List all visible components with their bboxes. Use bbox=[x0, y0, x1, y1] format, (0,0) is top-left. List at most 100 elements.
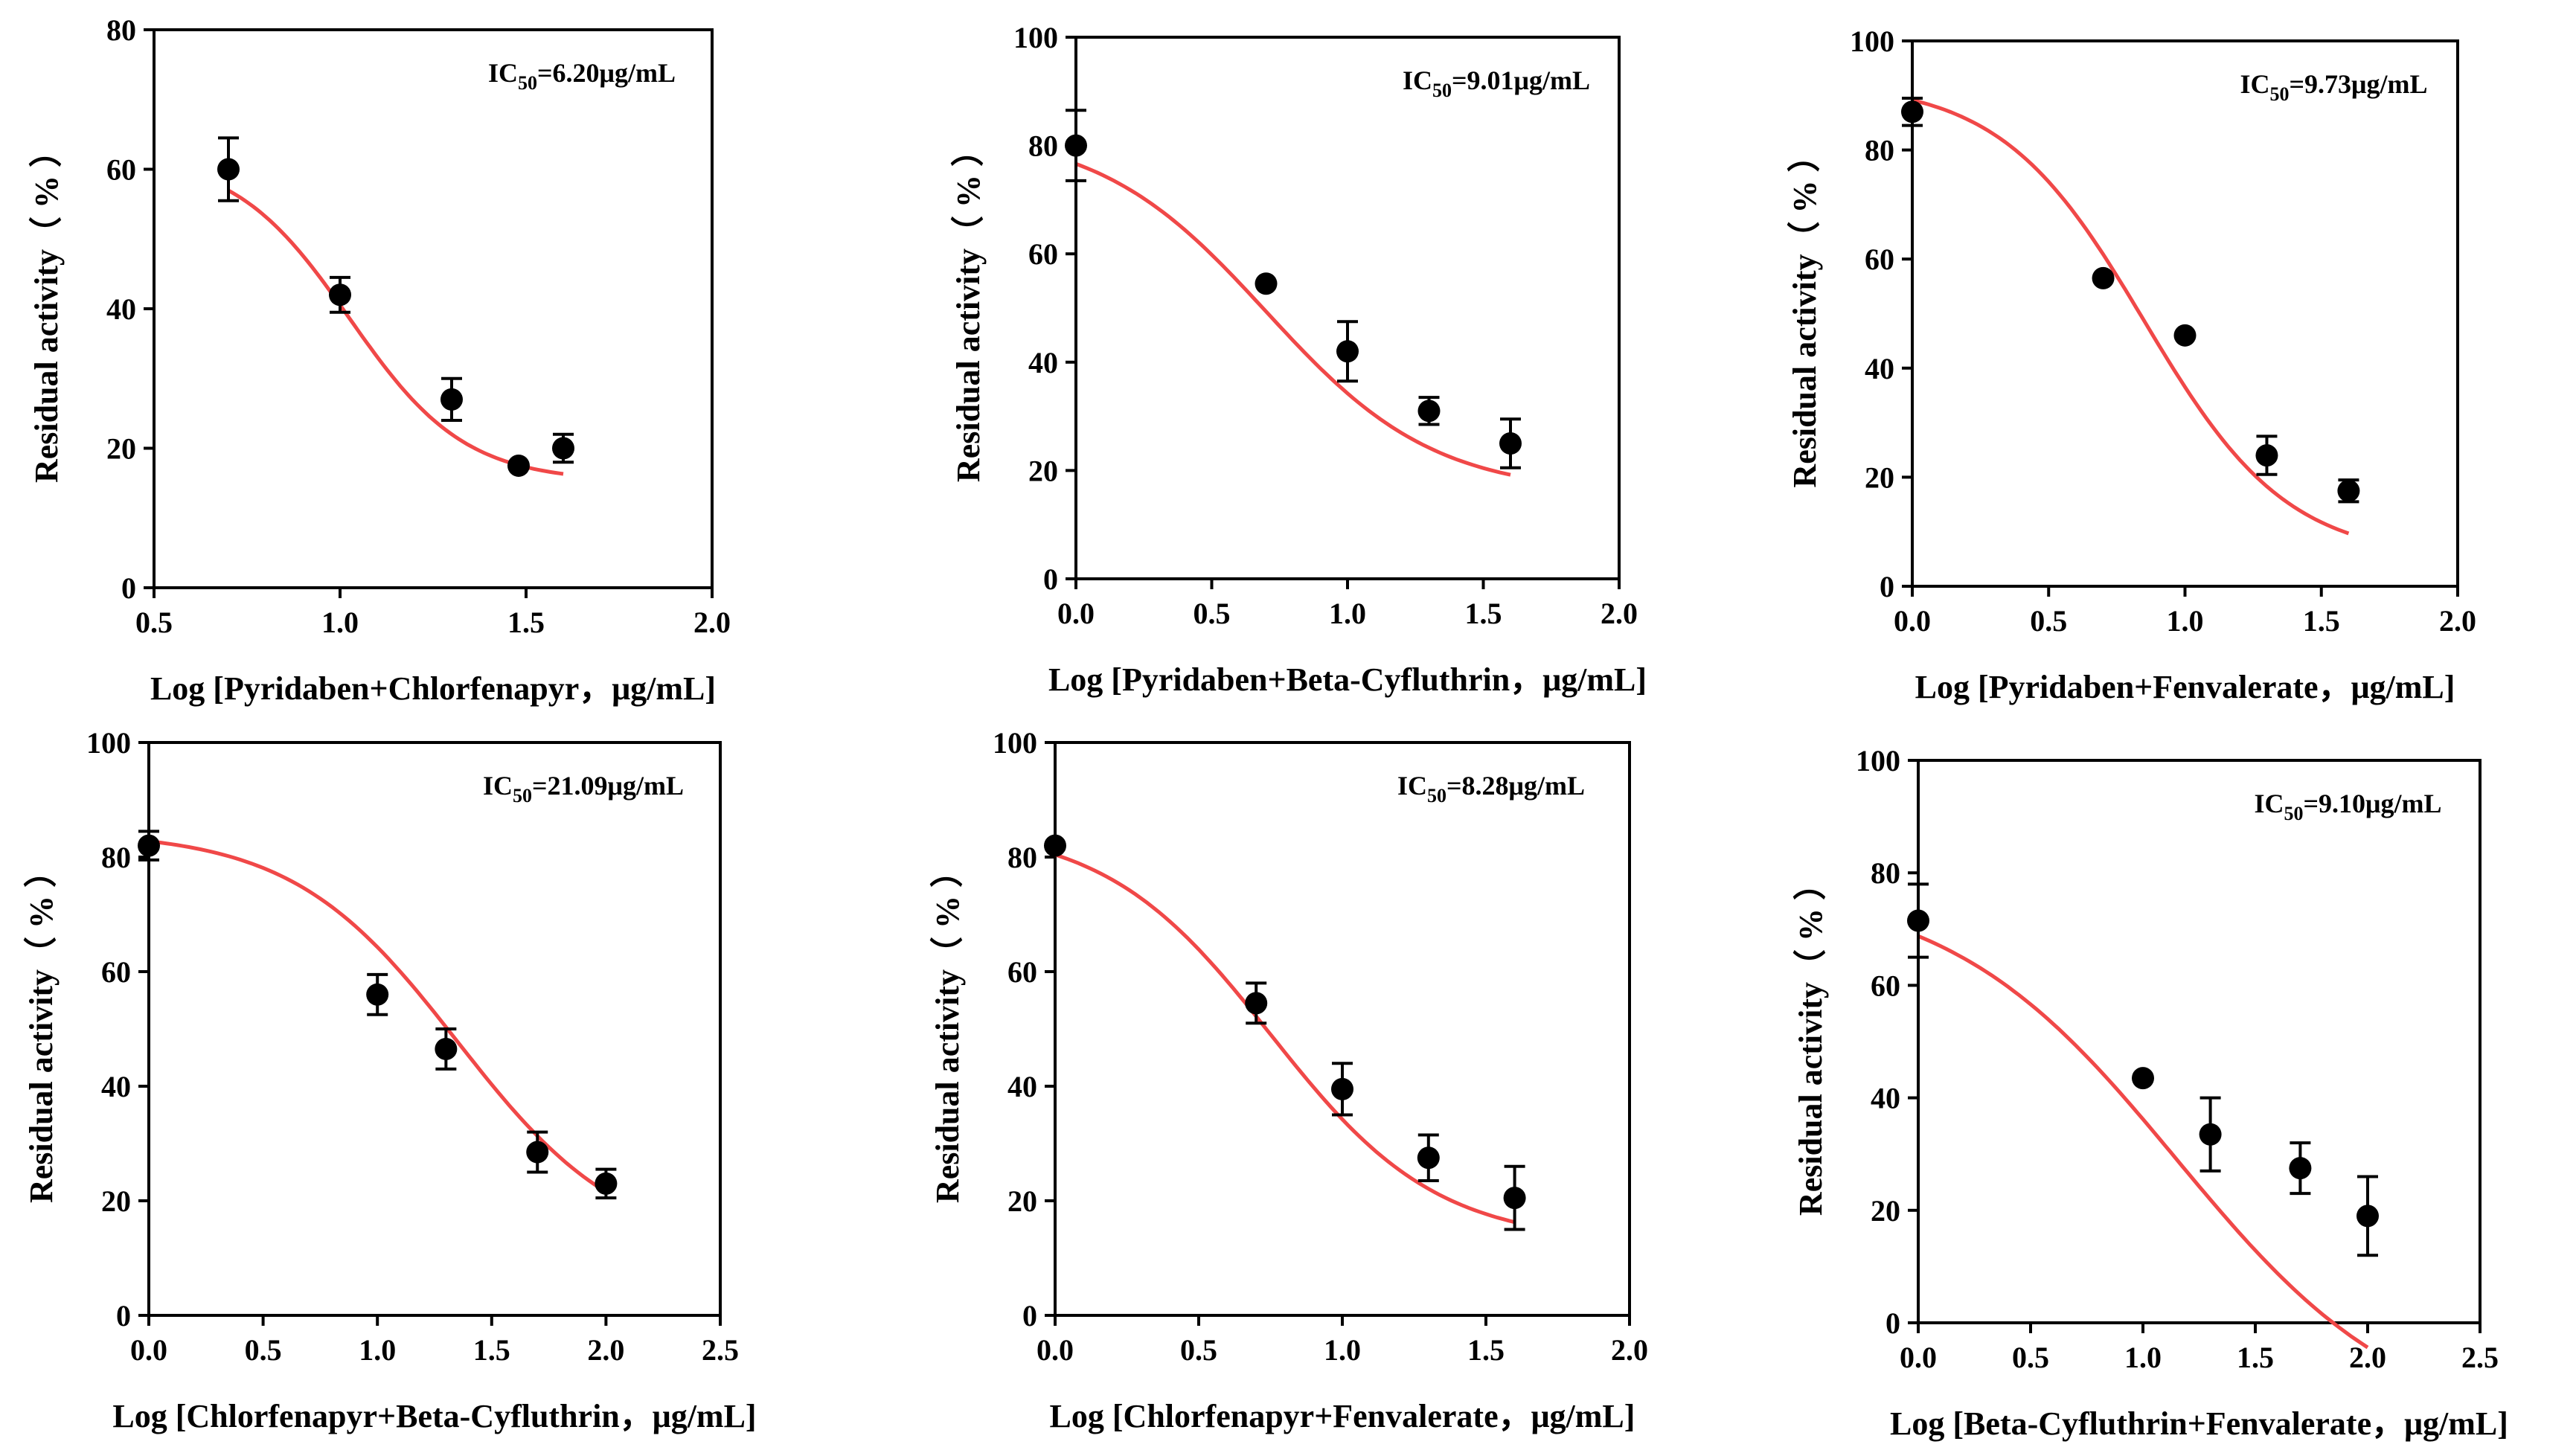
x-tick-label: 1.0 bbox=[2167, 604, 2204, 638]
data-point bbox=[1499, 432, 1522, 455]
y-tick-label: 40 bbox=[1871, 1082, 1900, 1115]
x-tick-label: 1.0 bbox=[321, 606, 359, 639]
chart-panel-4: 0.0 0.5 1.0 1.5 2.0 2.5 0 20 40 60 80 100 Log [Chlor… bbox=[23, 726, 757, 1434]
ic50-prefix: IC bbox=[2240, 69, 2270, 99]
y-tick-label: 60 bbox=[1028, 237, 1058, 271]
y-tick-label: 80 bbox=[1871, 856, 1900, 890]
data-point bbox=[2255, 444, 2278, 467]
x-tick-label: 2.0 bbox=[1611, 1333, 1648, 1367]
y-tick-label: 100 bbox=[86, 726, 131, 760]
ic50-prefix: IC bbox=[1403, 65, 1432, 95]
x-tick-label: 1.0 bbox=[359, 1333, 396, 1367]
x-tick-label: 0.0 bbox=[130, 1333, 167, 1367]
y-tick-label: 0 bbox=[1880, 570, 1894, 603]
fit-curve bbox=[148, 839, 607, 1194]
x-tick-label: 0.5 bbox=[1194, 597, 1231, 630]
ic50-value: =21.09μg/mL bbox=[532, 771, 684, 801]
y-tick-label: 0 bbox=[1022, 1299, 1037, 1332]
ic50-annotation: IC50=9.01μg/mL bbox=[1403, 65, 1590, 101]
y-tick-label: 0 bbox=[121, 571, 136, 605]
ic50-value: =6.20μg/mL bbox=[537, 58, 676, 88]
x-tick-label: 1.5 bbox=[473, 1333, 510, 1367]
x-tick-label: 1.0 bbox=[1324, 1333, 1361, 1367]
x-tick-label: 2.0 bbox=[1601, 597, 1638, 630]
data-point bbox=[2199, 1123, 2222, 1146]
x-tick-label: 1.0 bbox=[2124, 1341, 2162, 1374]
fit-curve bbox=[1917, 934, 2369, 1350]
ic50-subscript: 50 bbox=[1427, 785, 1446, 806]
y-tick-label: 40 bbox=[106, 292, 136, 326]
data-point bbox=[2132, 1067, 2154, 1090]
ic50-subscript: 50 bbox=[2284, 803, 2304, 824]
data-point bbox=[1907, 909, 1929, 932]
data-point bbox=[552, 437, 574, 460]
data-point bbox=[1331, 1077, 1353, 1100]
x-axis-label: Log [Chlorfenapyr+Beta-Cyfluthrin，μg/mL] bbox=[112, 1398, 756, 1434]
x-tick-label: 0.0 bbox=[1057, 597, 1095, 630]
ic50-prefix: IC bbox=[483, 771, 513, 801]
data-point bbox=[1417, 400, 1441, 423]
ic50-value: =8.28μg/mL bbox=[1446, 771, 1585, 801]
data-point bbox=[1336, 340, 1359, 363]
x-axis-label: Log [Pyridaben+Beta-Cyfluthrin，μg/mL] bbox=[1048, 661, 1647, 698]
data-point bbox=[1417, 1146, 1440, 1170]
data-point bbox=[2173, 324, 2197, 347]
ic50-annotation: IC50=9.73μg/mL bbox=[2240, 69, 2428, 105]
x-tick-label: 2.0 bbox=[693, 606, 731, 639]
ic50-prefix: IC bbox=[2255, 789, 2284, 818]
x-tick-label: 0.5 bbox=[245, 1333, 282, 1367]
data-point bbox=[217, 158, 240, 181]
data-point bbox=[507, 454, 530, 477]
data-point bbox=[440, 388, 463, 411]
x-tick-label: 1.5 bbox=[1465, 597, 1502, 630]
y-tick-label: 20 bbox=[1865, 461, 1894, 494]
y-tick-label: 40 bbox=[1865, 352, 1894, 385]
x-axis-label: Log [Pyridaben+Chlorfenapyr，μg/mL] bbox=[150, 670, 716, 707]
data-point bbox=[329, 283, 351, 307]
plot-frame bbox=[1911, 39, 2459, 588]
y-tick-label: 60 bbox=[106, 153, 136, 187]
plot-frame bbox=[1074, 36, 1621, 580]
y-tick-label: 20 bbox=[1871, 1194, 1900, 1228]
y-tick-label: 80 bbox=[1028, 129, 1058, 163]
x-tick-label: 2.0 bbox=[2439, 604, 2476, 638]
data-point bbox=[2356, 1205, 2379, 1228]
x-tick-label: 0.5 bbox=[135, 606, 173, 639]
y-axis-label: Residual activity（ % ） bbox=[950, 134, 987, 482]
y-axis-label: Residual activity（ % ） bbox=[23, 855, 60, 1203]
x-tick-label: 0.0 bbox=[1900, 1341, 1937, 1374]
chart-panel-5: 0.0 0.5 1.0 1.5 2.0 0 20 40 60 80 100 Log [Chlorfen… bbox=[929, 726, 1648, 1434]
ic50-annotation: IC50=21.09μg/mL bbox=[483, 771, 684, 806]
x-tick-label: 1.5 bbox=[1467, 1333, 1505, 1367]
ic50-subscript: 50 bbox=[1432, 80, 1452, 101]
y-tick-label: 0 bbox=[116, 1299, 131, 1332]
x-tick-label: 2.5 bbox=[2461, 1341, 2499, 1374]
data-point bbox=[595, 1172, 618, 1195]
y-tick-label: 40 bbox=[1007, 1070, 1037, 1103]
y-tick-label: 100 bbox=[1850, 25, 1894, 58]
plot-frame bbox=[1054, 741, 1631, 1317]
plot-frame bbox=[1917, 759, 2482, 1324]
x-axis-label: Log [Chlorfenapyr+Fenvalerate，μg/mL] bbox=[1050, 1398, 1635, 1434]
data-point bbox=[1044, 834, 1066, 857]
y-tick-label: 20 bbox=[106, 432, 136, 466]
y-tick-label: 80 bbox=[101, 841, 131, 874]
fit-curve bbox=[1912, 97, 2350, 536]
y-tick-label: 0 bbox=[1043, 562, 1058, 596]
fit-curve bbox=[227, 188, 564, 476]
data-point bbox=[435, 1037, 458, 1060]
y-tick-label: 40 bbox=[1028, 346, 1058, 379]
data-point bbox=[1901, 100, 1923, 124]
y-axis-label: Residual activity（ % ） bbox=[1787, 139, 1823, 487]
plot-frame bbox=[153, 28, 714, 589]
chart-panel-1: 0.5 1.0 1.5 2.0 0 20 40 60 80 Log [Pyridaben+Chlo… bbox=[28, 13, 731, 707]
data-point bbox=[366, 983, 389, 1006]
x-axis-label: Log [Beta-Cyfluthrin+Fenvalerate，μg/mL] bbox=[1890, 1405, 2508, 1442]
data-point bbox=[1245, 992, 1268, 1015]
x-tick-label: 1.5 bbox=[2303, 604, 2340, 638]
x-tick-label: 0.5 bbox=[2012, 1341, 2049, 1374]
x-tick-label: 2.0 bbox=[587, 1333, 624, 1367]
x-tick-label: 1.0 bbox=[1329, 597, 1366, 630]
